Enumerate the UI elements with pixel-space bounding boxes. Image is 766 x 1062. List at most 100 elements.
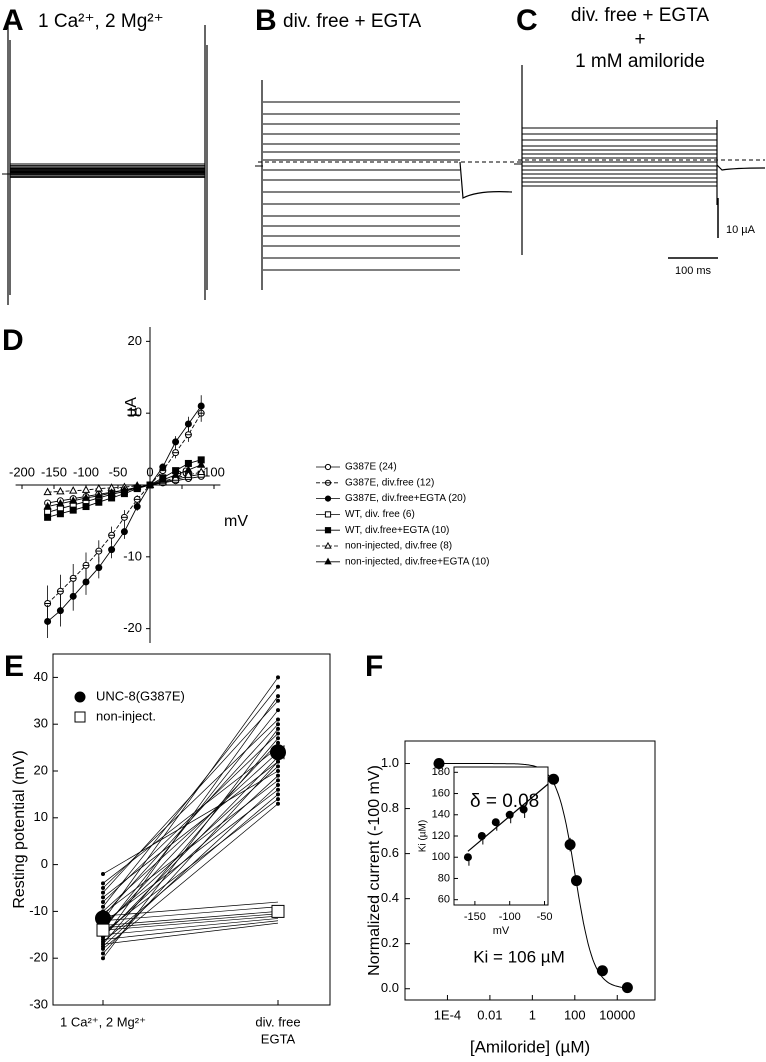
cell-point xyxy=(276,698,280,703)
x-tick-label: 1 xyxy=(529,1007,536,1022)
marker xyxy=(108,494,116,502)
marker xyxy=(158,475,167,483)
legend-label: WT, div. free (6) xyxy=(345,509,415,520)
x-tick-label: -100 xyxy=(73,464,99,479)
cell-point xyxy=(101,895,105,900)
inset-point xyxy=(491,818,500,827)
panel-letter: D xyxy=(2,324,24,357)
data-point xyxy=(433,758,445,770)
marker xyxy=(96,923,110,937)
x-tick-label: -50 xyxy=(109,464,128,479)
marker xyxy=(74,691,86,703)
marker xyxy=(56,510,64,518)
inset-x-tick-label: -150 xyxy=(464,911,486,923)
marker xyxy=(324,463,332,471)
y-tick-label: -20 xyxy=(123,620,142,635)
x-tick-label: 1 Ca²⁺, 2 Mg²⁺ xyxy=(60,1014,146,1029)
inset-x-tick-label: -50 xyxy=(537,911,553,923)
y-tick-label: -10 xyxy=(29,903,48,918)
inset-y-tick-label: 60 xyxy=(438,894,450,906)
y-axis-label: Normalized current (-100 mV) xyxy=(366,765,383,976)
legend-label: non-inject. xyxy=(96,708,156,723)
cell-line xyxy=(102,719,279,889)
marker xyxy=(197,402,205,410)
marker xyxy=(133,482,142,491)
x-tick-label: EGTA xyxy=(261,1031,296,1046)
inset-x-label: mV xyxy=(493,925,510,937)
y-tick-label: 20 xyxy=(128,333,142,348)
data-point xyxy=(621,982,633,994)
marker xyxy=(120,485,129,493)
marker xyxy=(43,487,52,496)
y-axis-label: Resting potential (mV) xyxy=(11,750,28,908)
x-tick-label: 10000 xyxy=(599,1007,635,1022)
marker xyxy=(108,546,116,554)
y-tick-label: 0.2 xyxy=(381,935,399,950)
inset-y-tick-label: 140 xyxy=(432,809,450,821)
inset-y-tick-label: 120 xyxy=(432,830,450,842)
cell-point xyxy=(276,736,280,741)
cell-point xyxy=(101,956,105,961)
marker xyxy=(69,592,77,600)
cell-line xyxy=(102,920,279,940)
marker xyxy=(82,503,90,511)
data-point xyxy=(570,875,582,887)
y-tick-label: 10 xyxy=(128,405,142,420)
marker xyxy=(94,483,103,492)
inset-frame xyxy=(453,766,549,906)
cell-point xyxy=(276,773,280,778)
marker xyxy=(184,420,192,428)
cell-point xyxy=(276,769,280,773)
y-tick-label: 10 xyxy=(34,809,48,824)
y-tick-label: 40 xyxy=(34,669,48,684)
cell-line xyxy=(102,761,279,898)
cell-point xyxy=(276,792,280,797)
marker xyxy=(159,463,167,471)
y-tick-label: 0.4 xyxy=(381,890,399,905)
scale-bar-label: 10 µA xyxy=(726,224,756,236)
cell-line xyxy=(102,901,279,917)
cell-line xyxy=(102,803,279,950)
marker xyxy=(197,460,206,468)
x-tick-label: 100 xyxy=(564,1007,586,1022)
cell-line xyxy=(102,915,279,931)
marker xyxy=(107,488,116,496)
marker xyxy=(69,496,78,504)
cell-line xyxy=(102,770,279,875)
cell-point xyxy=(276,717,280,722)
data-point xyxy=(548,773,560,785)
marker xyxy=(197,467,206,475)
cell-line xyxy=(102,913,279,929)
marker xyxy=(56,607,64,615)
marker xyxy=(120,528,128,536)
marker xyxy=(324,541,332,549)
y-tick-label: 1.0 xyxy=(381,755,399,770)
marker xyxy=(145,480,155,488)
panel-title: div. free + EGTA xyxy=(283,11,421,32)
legend-label: WT, div.free+EGTA (10) xyxy=(345,525,449,536)
y-tick-label: 0 xyxy=(41,856,48,871)
panel-title: div. free + EGTA xyxy=(571,5,709,26)
marker xyxy=(95,564,103,572)
marker xyxy=(56,499,65,507)
cell-point xyxy=(101,951,105,956)
cell-line xyxy=(102,752,279,912)
cell-line xyxy=(102,756,279,938)
legend-label: non-injected, div.free (8) xyxy=(345,541,452,552)
cell-line xyxy=(102,728,279,959)
cell-point xyxy=(276,797,280,802)
marker xyxy=(81,485,91,493)
tail-current xyxy=(716,164,766,171)
marker xyxy=(270,744,286,761)
y-tick-label: 0.6 xyxy=(381,845,399,860)
marker xyxy=(324,495,332,502)
y-tick-label: 30 xyxy=(34,716,48,731)
scale-bar-label: 100 ms xyxy=(675,265,712,277)
marker xyxy=(324,527,332,534)
marker xyxy=(324,557,332,565)
cell-point xyxy=(276,726,280,731)
legend-label: G387E (24) xyxy=(345,462,397,473)
ki-annotation: Ki = 106 µM xyxy=(473,947,565,966)
cell-point xyxy=(276,740,280,745)
cell-point xyxy=(276,764,280,769)
